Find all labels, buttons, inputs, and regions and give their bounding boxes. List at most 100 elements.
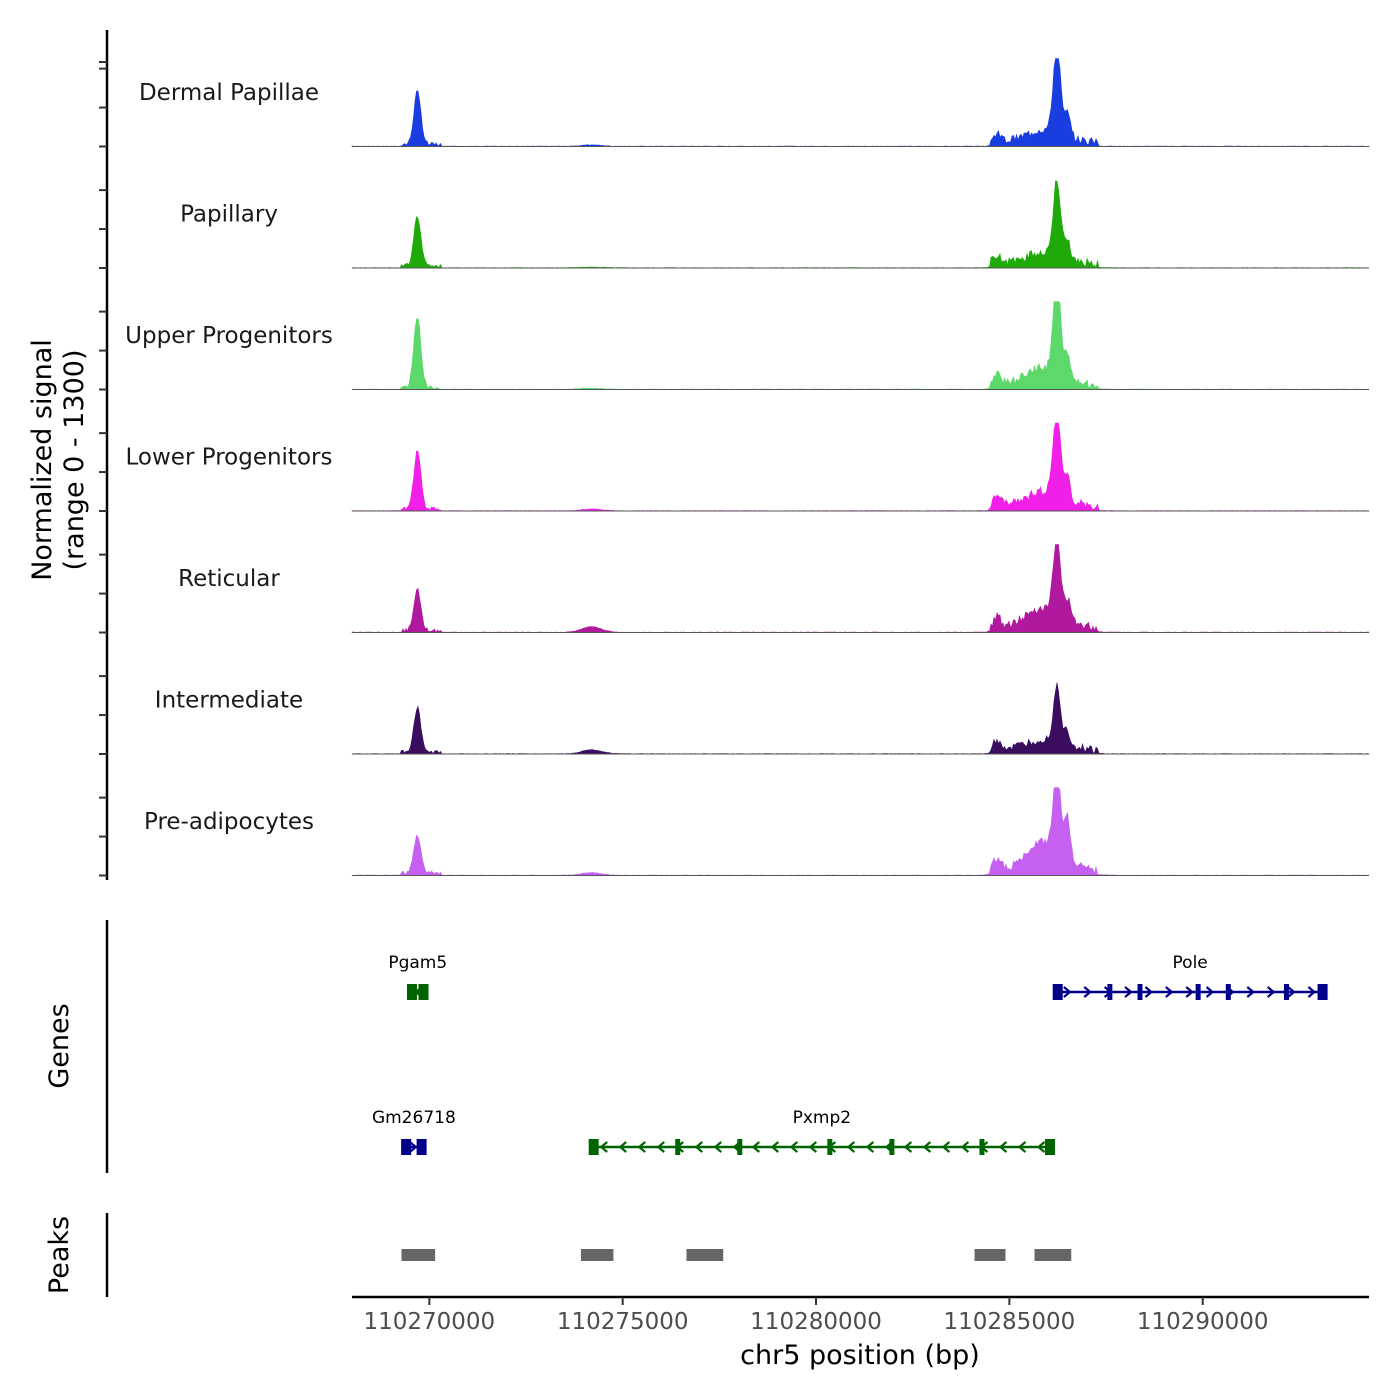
signal-track-7: Pre-adipocytes: [144, 787, 1370, 876]
y-axis-label-line2: (range 0 - 1300): [59, 350, 90, 571]
exon: [1137, 984, 1143, 1000]
exon: [827, 1139, 833, 1155]
strand-arrow: [637, 1141, 646, 1153]
gene-track: Pgam5 Pole Gm26718 Pxmp2: [372, 953, 1328, 1155]
strand-arrow: [1185, 986, 1194, 998]
peak-3: [686, 1249, 724, 1261]
gene-label: Gm26718: [372, 1108, 456, 1128]
strand-arrow: [1307, 986, 1317, 998]
x-tick-label: 110285000: [944, 1309, 1076, 1335]
exon: [588, 1139, 599, 1155]
peak-4: [974, 1249, 1006, 1261]
x-axis-label: chr5 position (bp): [740, 1340, 980, 1371]
signal-tracks: Dermal Papillae Papillary Upper Progenitor…: [125, 58, 1370, 876]
exon: [675, 1139, 681, 1155]
exon: [1317, 984, 1328, 1000]
strand-arrow: [1266, 986, 1276, 998]
peak-track: [401, 1249, 1072, 1261]
strand-arrow: [1287, 986, 1296, 998]
gene-pole: Pole: [1052, 953, 1328, 1000]
x-tick-label: 110280000: [750, 1309, 882, 1335]
strand-arrow: [789, 1141, 799, 1153]
exon: [737, 1139, 743, 1155]
exon: [889, 1139, 895, 1155]
strand-arrow: [922, 1141, 932, 1153]
signal-area: [351, 180, 1370, 269]
genes-axis-label: Genes: [44, 1003, 75, 1088]
gene-pgam5: Pgam5: [388, 953, 447, 1000]
track-label: Intermediate: [155, 688, 303, 714]
gene-label: Pxmp2: [793, 1108, 851, 1128]
signal-track-3: Upper Progenitors: [125, 301, 1370, 390]
exon: [1052, 984, 1063, 1000]
x-ticks: 110270000 110275000 110280000 110285000 1102…: [363, 1297, 1269, 1335]
exon: [406, 984, 417, 1000]
exon: [1044, 1139, 1055, 1155]
signal-track-5: Reticular: [178, 544, 1370, 633]
strand-arrow: [865, 1141, 875, 1153]
exon: [1195, 984, 1201, 1000]
gene-gm26718: Gm26718: [372, 1108, 456, 1155]
strand-arrow: [713, 1141, 722, 1153]
strand-arrow: [903, 1141, 913, 1153]
gene-label: Pole: [1173, 953, 1208, 973]
strand-arrow: [846, 1141, 856, 1153]
gene-pxmp2: Pxmp2: [588, 1108, 1055, 1155]
strand-arrow: [1036, 1141, 1046, 1153]
track-label: Upper Progenitors: [125, 323, 333, 349]
strand-arrow: [1124, 986, 1133, 998]
peak-1: [401, 1249, 436, 1261]
signal-area: [351, 544, 1370, 633]
strand-arrow: [808, 1141, 818, 1153]
strand-arrow: [751, 1141, 760, 1153]
exon: [1225, 984, 1231, 1000]
track-label: Reticular: [178, 566, 280, 592]
exon: [418, 984, 429, 1000]
exon: [401, 1139, 412, 1155]
peak-2: [580, 1249, 614, 1261]
gene-label: Pgam5: [388, 953, 447, 973]
exon: [979, 1139, 985, 1155]
x-tick-label: 110270000: [363, 1309, 495, 1335]
strand-arrow: [1063, 986, 1072, 998]
track-label: Lower Progenitors: [126, 445, 333, 471]
strand-arrow: [1083, 986, 1092, 998]
strand-arrow: [409, 1141, 418, 1153]
y-axis-label-line1: Normalized signal: [27, 339, 58, 581]
strand-arrow: [998, 1141, 1008, 1153]
signal-y-ticks: [99, 61, 107, 877]
strand-arrow: [1165, 986, 1174, 998]
signal-area: [351, 787, 1370, 876]
exon: [1283, 984, 1289, 1000]
peak-5: [1034, 1249, 1072, 1261]
axes: 110270000 110275000 110280000 110285000 1102…: [27, 30, 1369, 1371]
signal-track-4: Lower Progenitors: [126, 422, 1370, 512]
signal-track-1: Dermal Papillae: [139, 58, 1370, 147]
strand-arrow: [1205, 986, 1215, 998]
track-label: Dermal Papillae: [139, 80, 319, 106]
strand-arrow: [656, 1141, 665, 1153]
exon: [1107, 984, 1113, 1000]
track-label: Papillary: [180, 202, 278, 228]
strand-arrow: [770, 1141, 780, 1153]
strand-arrow: [1246, 986, 1256, 998]
strand-arrow: [960, 1141, 970, 1153]
signal-area: [351, 422, 1370, 512]
strand-arrow: [1144, 986, 1154, 998]
strand-arrow: [1017, 1141, 1027, 1153]
exon: [416, 1139, 427, 1155]
strand-arrow: [941, 1141, 951, 1153]
signal-area: [351, 301, 1370, 390]
signal-area: [351, 58, 1370, 147]
strand-arrow: [618, 1141, 627, 1153]
signal-track-2: Papillary: [180, 180, 1370, 269]
signal-area: [351, 682, 1370, 755]
strand-arrow: [599, 1141, 608, 1153]
track-label: Pre-adipocytes: [144, 809, 314, 835]
peaks-axis-label: Peaks: [44, 1216, 75, 1294]
signal-track-6: Intermediate: [155, 682, 1370, 755]
x-tick-label: 110290000: [1137, 1309, 1269, 1335]
strand-arrow: [694, 1141, 703, 1153]
x-tick-label: 110275000: [557, 1309, 689, 1335]
